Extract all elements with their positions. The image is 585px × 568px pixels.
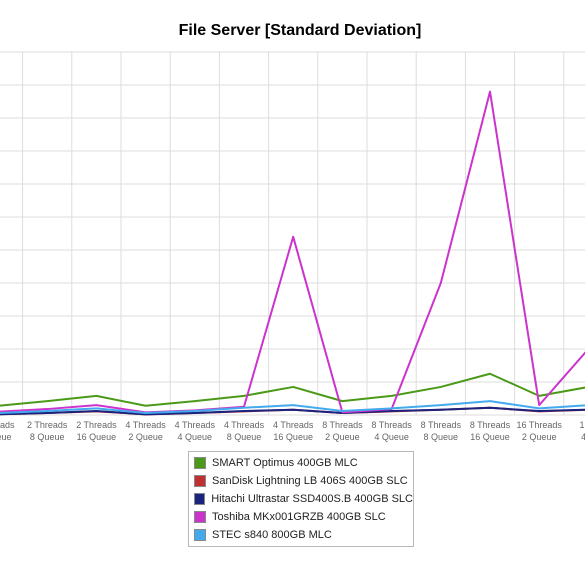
series-line bbox=[0, 372, 585, 407]
legend-label: STEC s840 800GB MLC bbox=[212, 529, 332, 541]
legend-item: SMART Optimus 400GB MLC bbox=[194, 454, 413, 472]
legend: SMART Optimus 400GB MLC SanDisk Lightning… bbox=[188, 451, 414, 547]
legend-label: Toshiba MKx001GRZB 400GB SLC bbox=[212, 511, 386, 523]
x-tick-label: 16 Threads bbox=[517, 420, 563, 430]
series-lines bbox=[0, 90, 585, 416]
legend-swatch bbox=[194, 457, 206, 469]
x-tick-label: 8 Queue bbox=[424, 432, 459, 442]
legend-item: Hitachi Ultrastar SSD400S.B 400GB SLC bbox=[194, 490, 413, 508]
legend-swatch bbox=[194, 475, 206, 487]
legend-item: SanDisk Lightning LB 406S 400GB SLC bbox=[194, 472, 413, 490]
x-tick-label: 2 Queue bbox=[128, 432, 163, 442]
x-tick-label: 8 Queue bbox=[227, 432, 262, 442]
x-tick-label: 4 Threads bbox=[224, 420, 265, 430]
x-tick-label: Threads bbox=[0, 420, 15, 430]
x-tick-label: 4 Threads bbox=[273, 420, 314, 430]
x-tick-label: 2 Threads bbox=[27, 420, 68, 430]
x-axis-ticks: Threads Queue 2 Threads 8 Queue 2 Threads 16 … bbox=[0, 420, 585, 442]
legend-swatch bbox=[194, 529, 206, 541]
legend-label: Hitachi Ultrastar SSD400S.B 400GB SLC bbox=[211, 493, 413, 505]
x-tick-label: 2 Queue bbox=[522, 432, 557, 442]
x-tick-label: 4 Threads bbox=[175, 420, 216, 430]
series-line bbox=[0, 90, 585, 414]
legend-swatch bbox=[194, 511, 206, 523]
x-tick-label: 4 Queue bbox=[374, 432, 409, 442]
x-tick-label: 2 Threads bbox=[76, 420, 117, 430]
legend-label: SanDisk Lightning LB 406S 400GB SLC bbox=[212, 475, 408, 487]
x-tick-label: 16 Queue bbox=[273, 432, 313, 442]
legend-swatch bbox=[194, 493, 206, 505]
legend-label: SMART Optimus 400GB MLC bbox=[212, 457, 358, 469]
x-tick-label: 16 T bbox=[579, 420, 585, 430]
x-tick-label: Queue bbox=[0, 432, 12, 442]
x-tick-label: 16 Queue bbox=[77, 432, 117, 442]
x-tick-label: 8 Threads bbox=[470, 420, 511, 430]
chart-title: File Server [Standard Deviation] bbox=[179, 22, 422, 39]
x-tick-label: 16 Queue bbox=[470, 432, 510, 442]
series-line bbox=[0, 406, 585, 416]
x-tick-label: 8 Threads bbox=[371, 420, 412, 430]
x-tick-label: 8 Queue bbox=[30, 432, 65, 442]
grid bbox=[0, 51, 585, 416]
x-tick-label: 2 Queue bbox=[325, 432, 360, 442]
x-tick-label: 8 Threads bbox=[421, 420, 462, 430]
legend-item: STEC s840 800GB MLC bbox=[194, 526, 413, 544]
x-tick-label: 8 Threads bbox=[322, 420, 363, 430]
x-tick-label: 4 Q bbox=[581, 432, 585, 442]
x-tick-label: 4 Threads bbox=[125, 420, 166, 430]
series-line bbox=[0, 400, 585, 415]
x-tick-label: 4 Queue bbox=[178, 432, 213, 442]
legend-item: Toshiba MKx001GRZB 400GB SLC bbox=[194, 508, 413, 526]
